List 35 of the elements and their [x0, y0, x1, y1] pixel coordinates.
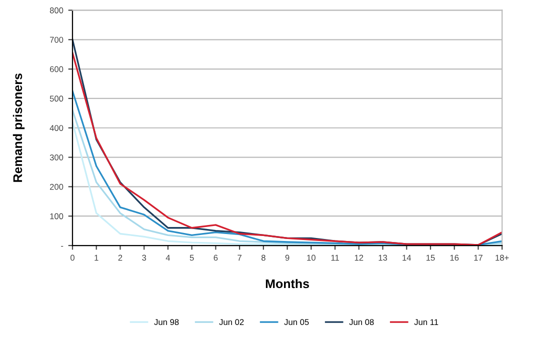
x-tick-label: 6: [214, 254, 218, 261]
x-tick-label: 10: [307, 254, 316, 261]
legend-label: Jun 05: [284, 319, 309, 326]
y-tick-label: 500: [50, 96, 64, 102]
x-tick-label: 3: [142, 254, 146, 261]
legend-label: Jun 02: [219, 319, 244, 326]
y-tick-label: 300: [50, 154, 64, 160]
x-tick-label: 17: [474, 254, 482, 261]
y-tick-label: -: [61, 246, 64, 247]
y-tick-label: 600: [50, 66, 64, 72]
legend-label: Jun 08: [349, 319, 374, 326]
y-axis-title: Remand prisoners: [12, 74, 25, 182]
y-tick-label: 800: [50, 7, 64, 14]
x-axis-title: Months: [266, 278, 309, 288]
x-tick-label: 9: [285, 254, 290, 261]
x-tick-label: 1: [94, 254, 98, 261]
x-tick-label: 18+: [496, 254, 509, 261]
y-tick-label: 100: [50, 213, 64, 220]
x-tick-label: 11: [331, 254, 339, 261]
x-tick-label: 2: [118, 254, 122, 261]
y-tick-label: 200: [50, 184, 64, 190]
x-tick-label: 5: [190, 254, 194, 261]
y-tick-label: 400: [50, 125, 64, 131]
x-tick-label: 8: [261, 254, 266, 261]
x-tick-label: 12: [354, 254, 364, 261]
x-tick-label: 14: [402, 254, 412, 261]
x-tick-label: 15: [426, 254, 435, 261]
legend-label: Jun 11: [414, 319, 438, 326]
x-tick-label: 7: [238, 254, 242, 261]
x-tick-label: 4: [166, 254, 170, 261]
x-tick-label: 16: [450, 254, 459, 261]
x-tick-label: 0: [70, 254, 74, 261]
legend-label: Jun 98: [154, 319, 179, 326]
x-tick-label: 13: [378, 254, 388, 261]
y-tick-label: 700: [50, 36, 64, 43]
